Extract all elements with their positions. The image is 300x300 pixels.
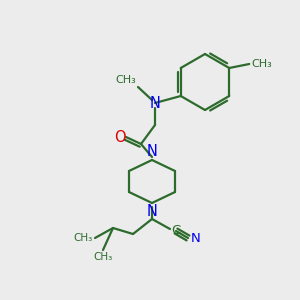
Text: CH₃: CH₃: [115, 75, 136, 85]
Text: N: N: [191, 232, 201, 245]
Text: N: N: [147, 204, 158, 219]
Text: N: N: [150, 95, 160, 110]
Text: CH₃: CH₃: [93, 252, 112, 262]
Text: CH₃: CH₃: [74, 233, 93, 243]
Text: C: C: [171, 224, 180, 236]
Text: N: N: [147, 144, 158, 159]
Text: CH₃: CH₃: [251, 59, 272, 69]
Text: O: O: [114, 130, 126, 145]
